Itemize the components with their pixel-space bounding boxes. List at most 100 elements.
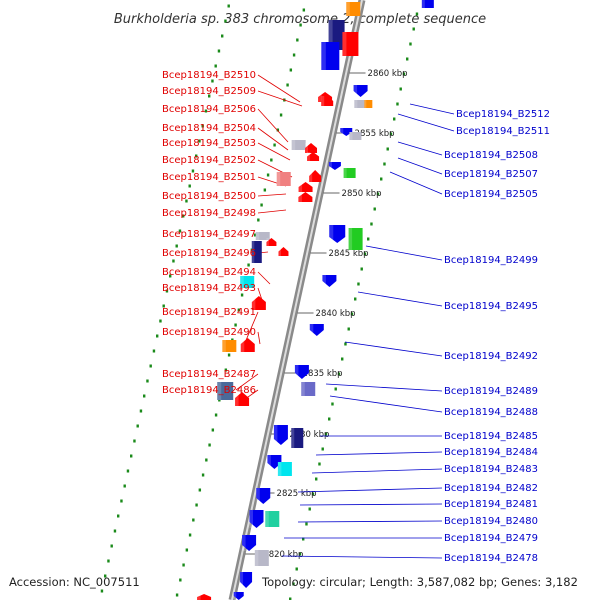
tick-mark	[224, 368, 228, 372]
gene-label-right[interactable]: Bcep18194_B2507	[444, 169, 538, 180]
tick-mark	[162, 304, 165, 308]
tick-mark	[321, 447, 324, 451]
gene-label-left[interactable]: Bcep18194_B2506	[162, 104, 256, 115]
tick-mark	[279, 113, 283, 117]
gene-feature	[256, 488, 271, 504]
gene-feature	[233, 592, 244, 600]
gene-label-left[interactable]: Bcep18194_B2500	[162, 191, 256, 202]
leader-line-left	[235, 373, 259, 391]
gene-label-left[interactable]: Bcep18194_B2490	[162, 327, 256, 338]
leader-line-right	[299, 503, 443, 506]
tick-mark	[195, 503, 198, 507]
tick-mark	[266, 173, 270, 177]
gene-feature	[291, 140, 306, 150]
gene-label-left[interactable]: Bcep18194_B2497	[162, 229, 256, 240]
gene-label-left[interactable]: Bcep18194_B2501	[162, 172, 256, 183]
tick-mark	[311, 492, 315, 496]
tick-mark	[289, 68, 293, 72]
gene-feature	[298, 192, 313, 202]
gene-label-right[interactable]: Bcep18194_B2495	[444, 301, 538, 312]
tick-mark	[260, 203, 263, 207]
gene-feature	[321, 42, 340, 70]
scale-label: 2860 kbp	[368, 69, 408, 79]
leader-line-right	[397, 141, 443, 156]
gene-label-right[interactable]: Bcep18194_B2499	[444, 255, 538, 266]
gene-label-left[interactable]: Bcep18194_B2496	[162, 248, 256, 259]
gene-label-left[interactable]: Bcep18194_B2504	[162, 123, 256, 134]
gene-label-right[interactable]: Bcep18194_B2481	[444, 499, 538, 510]
tick-mark	[149, 364, 152, 368]
gene-feature	[329, 225, 346, 243]
gene-label-right[interactable]: Bcep18194_B2489	[444, 386, 538, 397]
tick-mark	[156, 334, 159, 338]
gene-label-left[interactable]: Bcep18194_B2494	[162, 267, 256, 278]
gene-label-left[interactable]: Bcep18194_B2502	[162, 155, 256, 166]
gene-feature	[353, 85, 368, 97]
gene-label-right[interactable]: Bcep18194_B2508	[444, 150, 538, 161]
gene-label-right[interactable]: Bcep18194_B2488	[444, 407, 538, 418]
tick-mark	[175, 244, 178, 248]
gene-feature	[354, 100, 367, 108]
leader-line-right	[325, 383, 443, 392]
tick-mark	[185, 199, 188, 203]
tick-mark	[179, 578, 182, 582]
gene-feature	[197, 594, 212, 600]
gene-label-right[interactable]: Bcep18194_B2492	[444, 351, 538, 362]
gene-label-left[interactable]: Bcep18194_B2487	[162, 369, 256, 380]
accession-text: Accession: NC_007511	[9, 575, 140, 589]
tick-mark	[169, 274, 172, 278]
gene-feature	[421, 0, 434, 8]
gene-feature	[309, 170, 322, 182]
tick-mark	[415, 12, 419, 16]
tick-mark	[214, 64, 217, 68]
tick-mark	[389, 132, 393, 136]
tick-mark	[172, 259, 175, 263]
gene-label-right[interactable]: Bcep18194_B2505	[444, 189, 538, 200]
gene-label-left[interactable]: Bcep18194_B2491	[162, 307, 256, 318]
leader-line-left	[257, 193, 287, 197]
map-title: Burkholderia sp. 383 chromosome 2, compl…	[114, 12, 486, 27]
gene-feature	[251, 296, 266, 310]
gene-feature	[255, 232, 270, 240]
tick-mark	[289, 597, 292, 600]
gene-label-right[interactable]: Bcep18194_B2483	[444, 464, 538, 475]
tick-mark	[185, 548, 189, 552]
tick-mark	[110, 544, 113, 548]
leader-line-left	[257, 209, 287, 214]
gene-feature	[343, 168, 356, 178]
tick-mark	[205, 458, 208, 462]
tick-mark	[221, 34, 224, 38]
tick-mark	[295, 567, 298, 571]
gene-feature	[251, 241, 262, 263]
gene-label-left[interactable]: Bcep18194_B2503	[162, 138, 256, 149]
gene-label-right[interactable]: Bcep18194_B2480	[444, 516, 538, 527]
tick-mark	[350, 312, 354, 316]
tick-mark	[386, 147, 389, 151]
gene-label-left[interactable]: Bcep18194_B2510	[162, 70, 256, 81]
gene-label-right[interactable]: Bcep18194_B2482	[444, 483, 538, 494]
gene-label-left[interactable]: Bcep18194_B2493	[162, 283, 256, 294]
scale-label: 2830 kbp	[289, 430, 329, 440]
gene-label-right[interactable]: Bcep18194_B2511	[456, 126, 550, 137]
gene-label-right[interactable]: Bcep18194_B2478	[444, 553, 538, 564]
gene-label-right[interactable]: Bcep18194_B2512	[456, 109, 550, 120]
gene-label-right[interactable]: Bcep18194_B2484	[444, 447, 538, 458]
gene-feature	[240, 276, 255, 288]
gene-label-right[interactable]: Bcep18194_B2479	[444, 533, 538, 544]
leader-line-right	[397, 157, 443, 175]
tick-mark	[402, 72, 406, 76]
leader-line-right	[397, 113, 455, 132]
leader-line-left	[257, 127, 289, 151]
topology-text: Topology: circular; Length: 3,587,082 bp…	[261, 575, 578, 589]
gene-feature	[305, 143, 318, 153]
tick-mark	[341, 357, 344, 361]
gene-label-left[interactable]: Bcep18194_B2498	[162, 208, 256, 219]
gene-label-left[interactable]: Bcep18194_B2486	[162, 385, 256, 396]
gene-label-left[interactable]: Bcep18194_B2509	[162, 86, 256, 97]
gene-feature	[307, 152, 320, 161]
gene-feature	[301, 382, 316, 396]
tick-mark	[276, 128, 280, 132]
gene-label-right[interactable]: Bcep18194_B2485	[444, 431, 538, 442]
gene-labels: Bcep18194_B2510 Bcep18194_B2509 Bcep18194_…	[162, 70, 550, 564]
